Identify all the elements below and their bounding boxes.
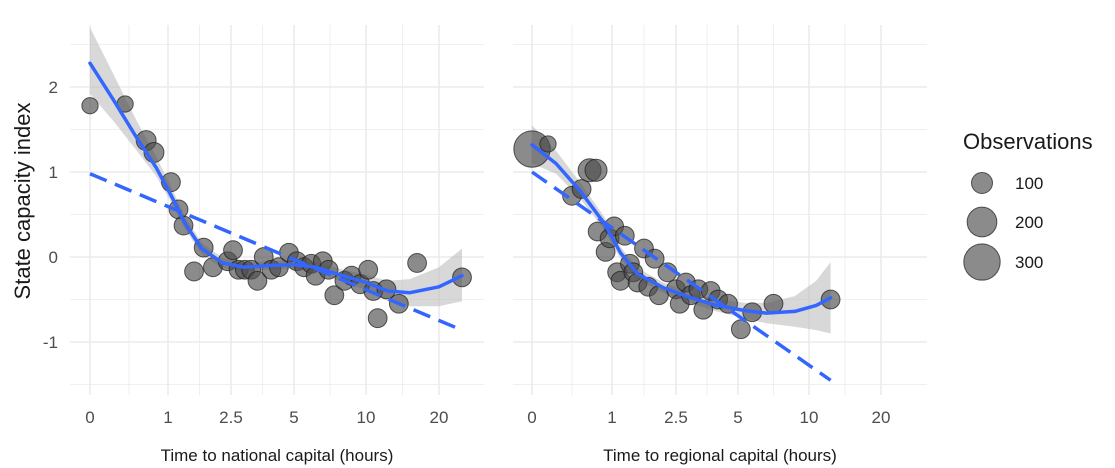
- y-tick-label: -1: [43, 333, 58, 352]
- x-axis-title: Time to regional capital (hours): [603, 446, 837, 465]
- legend-key: [971, 172, 993, 194]
- x-tick-label: 1: [163, 408, 172, 427]
- data-point: [184, 261, 204, 282]
- data-point: [247, 270, 268, 291]
- smooth-fit-line: [530, 143, 833, 315]
- data-point: [358, 259, 379, 280]
- x-tick-label: 5: [733, 408, 742, 427]
- data-point: [763, 293, 784, 314]
- smooth-fit-line: [88, 61, 464, 295]
- data-point: [367, 308, 388, 329]
- linear-fit-line: [530, 170, 832, 382]
- x-tick-label: 1: [607, 408, 616, 427]
- y-tick-label: 2: [49, 78, 58, 97]
- x-tick-label: 20: [872, 408, 891, 427]
- y-axis-title: State capacity index: [10, 103, 35, 300]
- x-tick-label: 20: [430, 408, 449, 427]
- x-axis-title: Time to national capital (hours): [161, 446, 394, 465]
- linear-fit-line: [89, 172, 463, 332]
- data-point: [407, 253, 427, 273]
- x-tick-label: 0: [527, 408, 536, 427]
- x-tick-label: 0: [85, 408, 94, 427]
- data-point: [324, 285, 345, 306]
- x-tick-label: 5: [289, 408, 298, 427]
- data-point: [584, 158, 608, 182]
- legend-key: [966, 206, 998, 238]
- x-tick-label: 2.5: [219, 408, 243, 427]
- legend-label: 100: [1015, 174, 1043, 193]
- legend-label: 300: [1015, 253, 1043, 272]
- data-point: [571, 179, 592, 199]
- y-tick-label: 0: [49, 248, 58, 267]
- legend-title: Observations: [963, 129, 1093, 154]
- data-point: [730, 319, 751, 340]
- y-tick-label: 1: [49, 163, 58, 182]
- confidence-band: [90, 27, 462, 307]
- x-tick-label: 2.5: [664, 408, 688, 427]
- data-point: [81, 97, 99, 115]
- data-point: [539, 135, 557, 153]
- x-tick-label: 10: [800, 408, 819, 427]
- x-tick-label: 10: [357, 408, 376, 427]
- panel-2: 0 1 2.5 5 10 20 Time to regional capital (hour…: [513, 25, 927, 465]
- legend: Observations 100 200 300: [963, 129, 1093, 281]
- legend-key: [963, 243, 1001, 281]
- legend-label: 200: [1015, 213, 1043, 232]
- data-point: [223, 240, 243, 261]
